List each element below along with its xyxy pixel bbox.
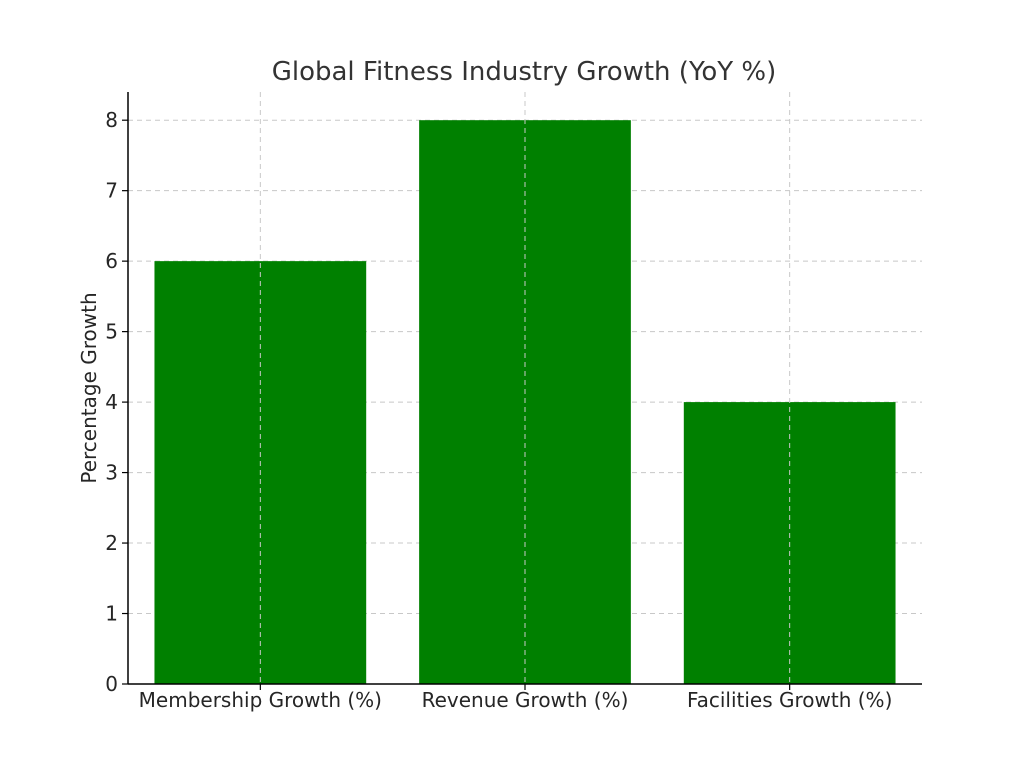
y-axis-label: Percentage Growth	[77, 292, 101, 483]
y-tick-label: 7	[105, 179, 118, 203]
y-tick-label: 1	[105, 602, 118, 626]
x-tick-label: Facilities Growth (%)	[687, 688, 892, 712]
x-tick-label: Membership Growth (%)	[139, 688, 382, 712]
y-tick-labels: 0 1 2 3 4 5 6 7 8	[105, 108, 118, 696]
y-tick-label: 8	[105, 108, 118, 132]
y-tick-label: 6	[105, 249, 118, 273]
x-tick-labels: Membership Growth (%) Revenue Growth (%) F…	[139, 688, 893, 712]
x-tick-label: Revenue Growth (%)	[422, 688, 629, 712]
y-tick-label: 3	[105, 461, 118, 485]
axes	[122, 92, 922, 690]
y-tick-label: 5	[105, 320, 118, 344]
y-tick-label: 2	[105, 531, 118, 555]
chart-title: Global Fitness Industry Growth (YoY %)	[272, 57, 777, 87]
y-tick-label: 0	[105, 672, 118, 696]
y-tick-label: 4	[105, 390, 118, 414]
